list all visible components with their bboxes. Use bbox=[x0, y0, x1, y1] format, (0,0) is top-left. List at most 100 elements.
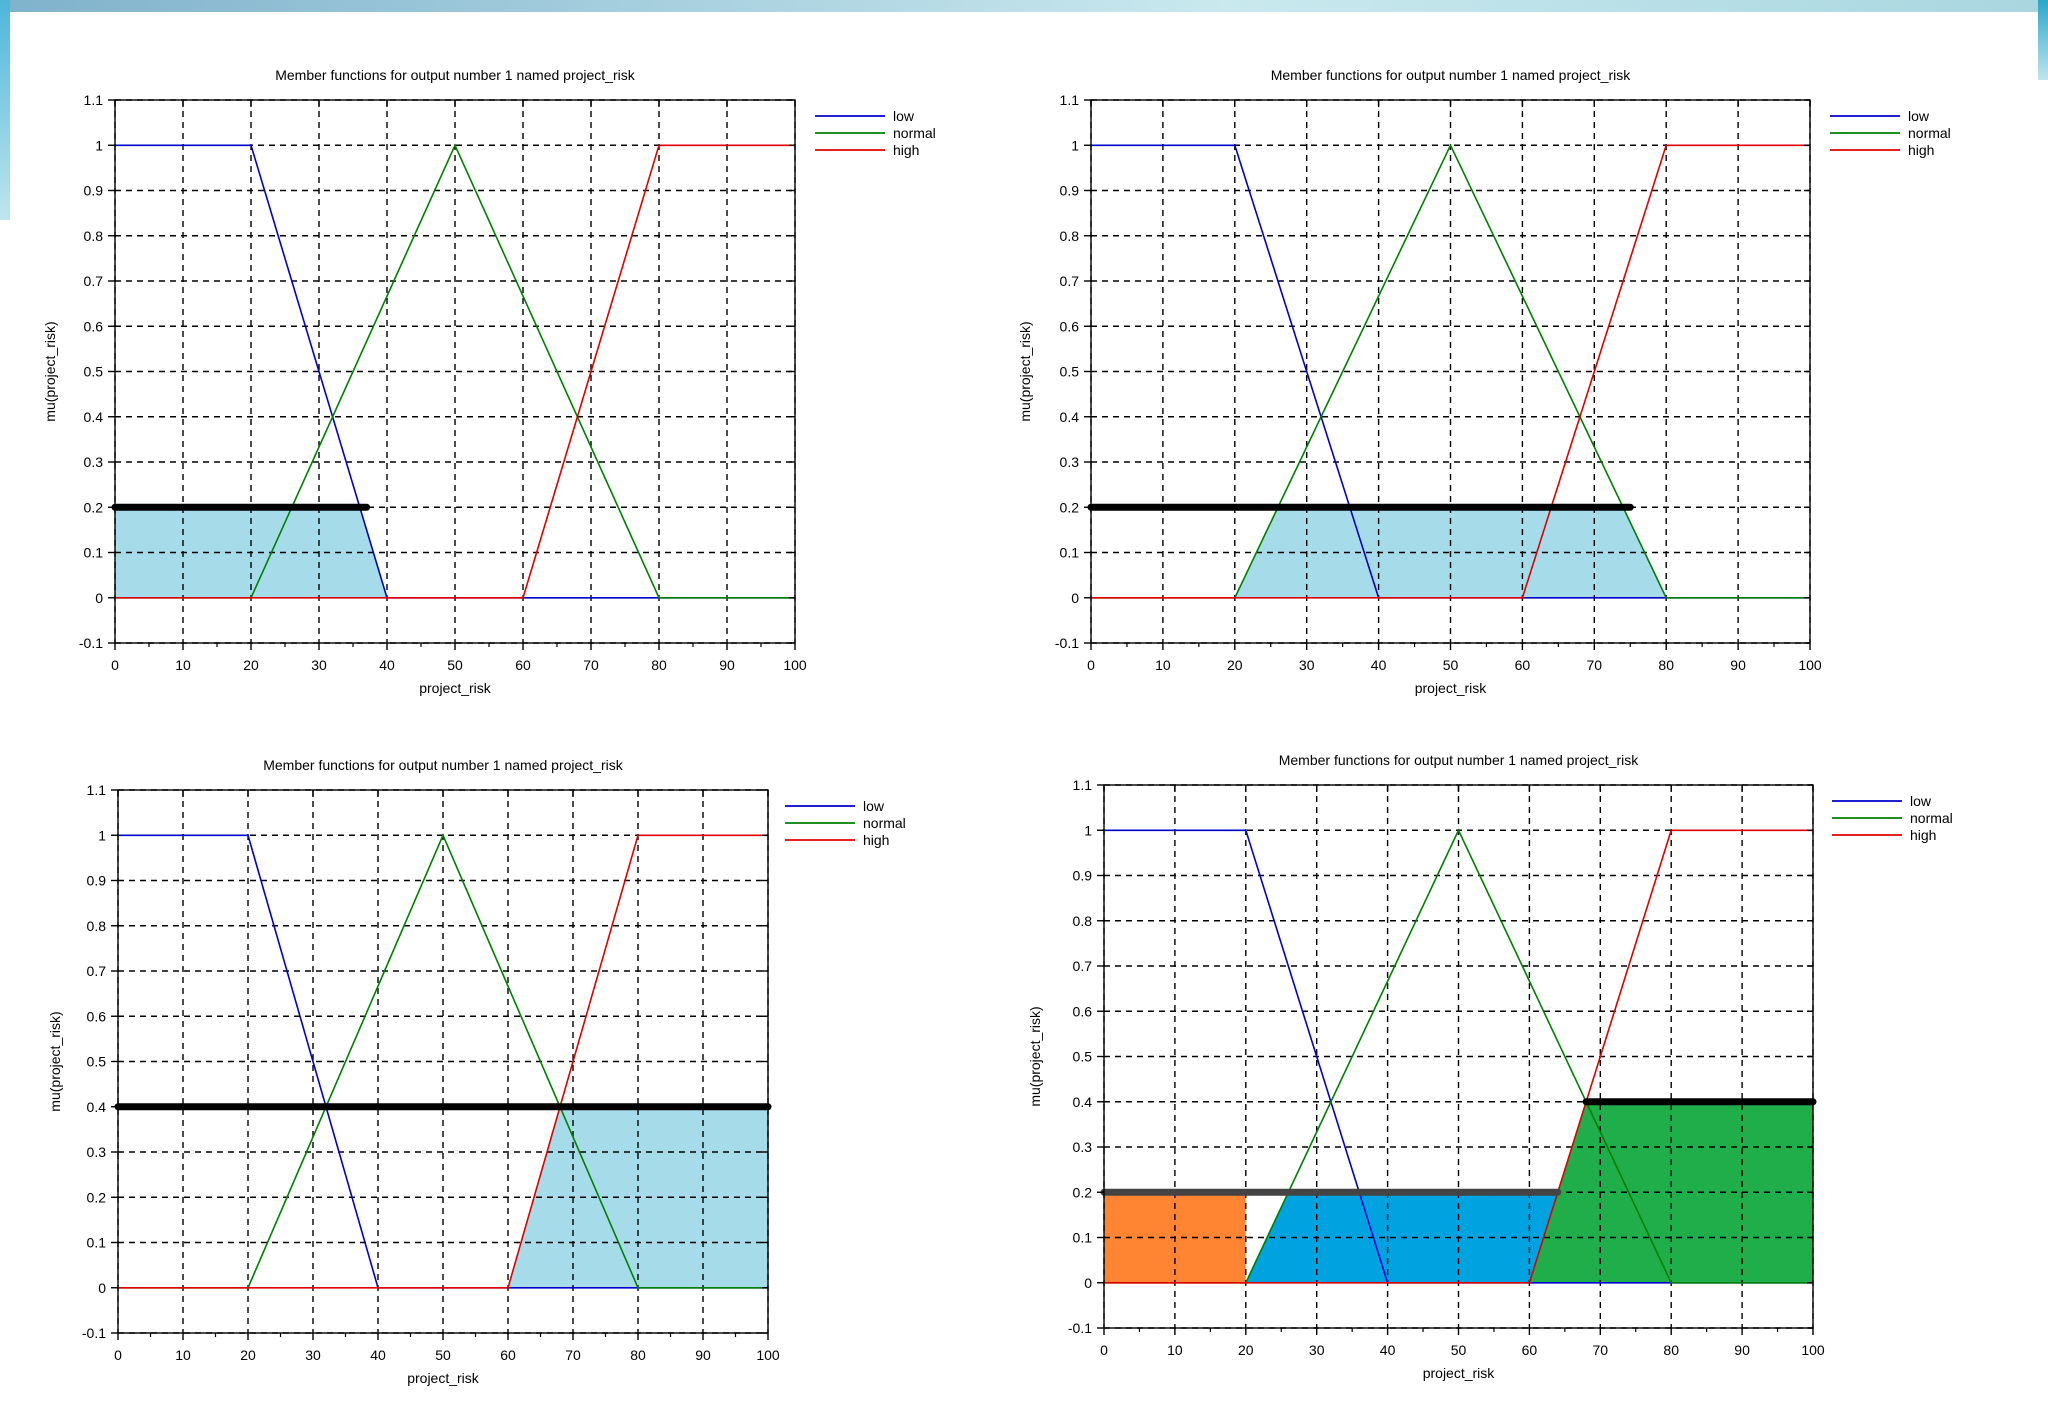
y-tick-label: 0.4 bbox=[1060, 409, 1080, 425]
x-tick-label: 10 bbox=[175, 1347, 191, 1363]
y-tick-label: 1.1 bbox=[87, 782, 107, 798]
legend-label-normal: normal bbox=[1910, 810, 1953, 826]
x-tick-label: 0 bbox=[1087, 657, 1095, 673]
x-tick-label: 70 bbox=[1593, 1342, 1609, 1358]
x-axis-label: project_risk bbox=[419, 680, 492, 696]
y-tick-label: 0.8 bbox=[87, 918, 107, 934]
legend-label-low: low bbox=[893, 108, 915, 124]
x-tick-label: 40 bbox=[370, 1347, 386, 1363]
y-tick-label: 1.1 bbox=[1060, 92, 1080, 108]
x-tick-label: 20 bbox=[1227, 657, 1243, 673]
y-tick-label: 0.5 bbox=[1060, 364, 1080, 380]
y-tick-label: 1 bbox=[98, 827, 106, 843]
y-tick-label: 0.3 bbox=[87, 1144, 107, 1160]
y-tick-label: 0.1 bbox=[1060, 545, 1080, 561]
x-tick-label: 80 bbox=[1658, 657, 1674, 673]
x-tick-label: 90 bbox=[1734, 1342, 1750, 1358]
x-tick-label: 60 bbox=[1515, 657, 1531, 673]
chart-title: Member functions for output number 1 nam… bbox=[263, 757, 624, 773]
slide-top-decoration bbox=[0, 0, 2048, 12]
y-tick-label: 0 bbox=[98, 1280, 106, 1296]
chart-title: Member functions for output number 1 nam… bbox=[275, 67, 636, 83]
x-tick-label: 0 bbox=[111, 657, 119, 673]
y-tick-label: -0.1 bbox=[1055, 635, 1079, 651]
x-tick-label: 20 bbox=[1238, 1342, 1254, 1358]
x-axis-label: project_risk bbox=[407, 1370, 480, 1386]
y-tick-label: 0 bbox=[95, 590, 103, 606]
slide-left-decoration bbox=[0, 0, 10, 220]
y-tick-label: 1 bbox=[95, 137, 103, 153]
y-tick-label: 0.6 bbox=[1073, 1003, 1093, 1019]
chart-svg-top-right: 0 10 20 30 40 50 60 70 80 90 100 -0.1 0 0.1 0.2 0.3 0.4 0… bbox=[1017, 67, 1951, 696]
y-axis-label: mu(project_risk) bbox=[42, 321, 58, 421]
y-tick-label: 0.6 bbox=[87, 1008, 107, 1024]
x-tick-label: 70 bbox=[583, 657, 599, 673]
x-tick-label: 40 bbox=[379, 657, 395, 673]
legend-label-high: high bbox=[863, 832, 889, 848]
y-tick-label: -0.1 bbox=[82, 1325, 106, 1341]
y-tick-label: 0.4 bbox=[84, 409, 104, 425]
legend-label-high: high bbox=[1910, 827, 1936, 843]
chart-panel-top-right: 0 10 20 30 40 50 60 70 80 90 100 -0.1 0 0.1 0.2 0.3 0.4 0… bbox=[1000, 40, 2048, 720]
x-tick-label: 90 bbox=[1730, 657, 1746, 673]
y-tick-label: 0.8 bbox=[1060, 228, 1080, 244]
y-tick-label: 0.2 bbox=[84, 499, 104, 515]
x-tick-label: 80 bbox=[630, 1347, 646, 1363]
x-tick-label: 100 bbox=[1798, 657, 1822, 673]
x-tick-label: 90 bbox=[719, 657, 735, 673]
y-tick-label: 0.7 bbox=[84, 273, 104, 289]
y-tick-label: 0.5 bbox=[87, 1054, 107, 1070]
x-tick-label: 60 bbox=[515, 657, 531, 673]
y-tick-label: 0.2 bbox=[1060, 499, 1080, 515]
series-line-low bbox=[118, 834, 768, 1289]
y-tick-label: 0.4 bbox=[87, 1099, 107, 1115]
legend-label-low: low bbox=[1910, 793, 1932, 809]
x-tick-label: 20 bbox=[243, 657, 259, 673]
slide-right-decoration bbox=[2038, 0, 2048, 80]
y-tick-label: 0.3 bbox=[1060, 454, 1080, 470]
x-axis-label: project_risk bbox=[1423, 1365, 1496, 1381]
x-axis-label: project_risk bbox=[1415, 680, 1488, 696]
x-tick-label: 30 bbox=[311, 657, 327, 673]
x-tick-label: 70 bbox=[1587, 657, 1603, 673]
x-tick-label: 40 bbox=[1371, 657, 1387, 673]
legend-label-normal: normal bbox=[893, 125, 936, 141]
chart-svg-bottom-left: 0 10 20 30 40 50 60 70 80 90 100 -0.1 0 0.1 0.2 0.3 0.4 0… bbox=[47, 757, 906, 1386]
y-tick-label: 0 bbox=[1071, 590, 1079, 606]
x-tick-label: 50 bbox=[435, 1347, 451, 1363]
chart-svg-bottom-right: 0 10 20 30 40 50 60 70 80 90 100 -0.1 0 0.1 0.2 0.3 0.4 0… bbox=[1027, 752, 1953, 1381]
x-tick-label: 80 bbox=[651, 657, 667, 673]
chart-panel-bottom-right: 0 10 20 30 40 50 60 70 80 90 100 -0.1 0 0.1 0.2 0.3 0.4 0… bbox=[1000, 730, 2048, 1418]
y-tick-label: -0.1 bbox=[79, 635, 103, 651]
y-tick-label: 0.9 bbox=[87, 873, 107, 889]
y-tick-label: 0 bbox=[1084, 1275, 1092, 1291]
legend-label-high: high bbox=[893, 142, 919, 158]
x-tick-label: 10 bbox=[1167, 1342, 1183, 1358]
x-tick-label: 0 bbox=[114, 1347, 122, 1363]
chart-svg-top-left: 0 10 20 30 40 50 60 70 80 90 100 -0.1 0 0.1 0.2 0.3 0.4 0… bbox=[42, 67, 936, 696]
x-tick-label: 50 bbox=[1443, 657, 1459, 673]
y-tick-label: 0.8 bbox=[84, 228, 104, 244]
y-tick-label: 1.1 bbox=[84, 92, 104, 108]
x-tick-label: 30 bbox=[305, 1347, 321, 1363]
y-tick-label: 0.1 bbox=[87, 1235, 107, 1251]
y-tick-label: 0.6 bbox=[84, 318, 104, 334]
y-tick-label: 0.7 bbox=[1073, 958, 1093, 974]
y-tick-label: 0.2 bbox=[1073, 1184, 1093, 1200]
chart-title: Member functions for output number 1 nam… bbox=[1279, 752, 1640, 768]
y-tick-label: 0.1 bbox=[84, 545, 104, 561]
chart-panel-top-left: 0 10 20 30 40 50 60 70 80 90 100 -0.1 0 0.1 0.2 0.3 0.4 0… bbox=[0, 40, 1000, 720]
legend-label-high: high bbox=[1908, 142, 1934, 158]
chart-panel-bottom-left: 0 10 20 30 40 50 60 70 80 90 100 -0.1 0 0.1 0.2 0.3 0.4 0… bbox=[0, 730, 1000, 1418]
y-tick-label: 1 bbox=[1071, 137, 1079, 153]
x-tick-label: 60 bbox=[500, 1347, 516, 1363]
x-tick-label: 0 bbox=[1100, 1342, 1108, 1358]
series-line-low bbox=[115, 144, 795, 599]
x-tick-label: 50 bbox=[447, 657, 463, 673]
y-tick-label: -0.1 bbox=[1068, 1320, 1092, 1336]
series-line-high bbox=[115, 144, 795, 599]
x-tick-label: 80 bbox=[1663, 1342, 1679, 1358]
y-tick-label: 0.5 bbox=[84, 364, 104, 380]
y-tick-label: 0.8 bbox=[1073, 913, 1093, 929]
y-tick-label: 0.3 bbox=[84, 454, 104, 470]
